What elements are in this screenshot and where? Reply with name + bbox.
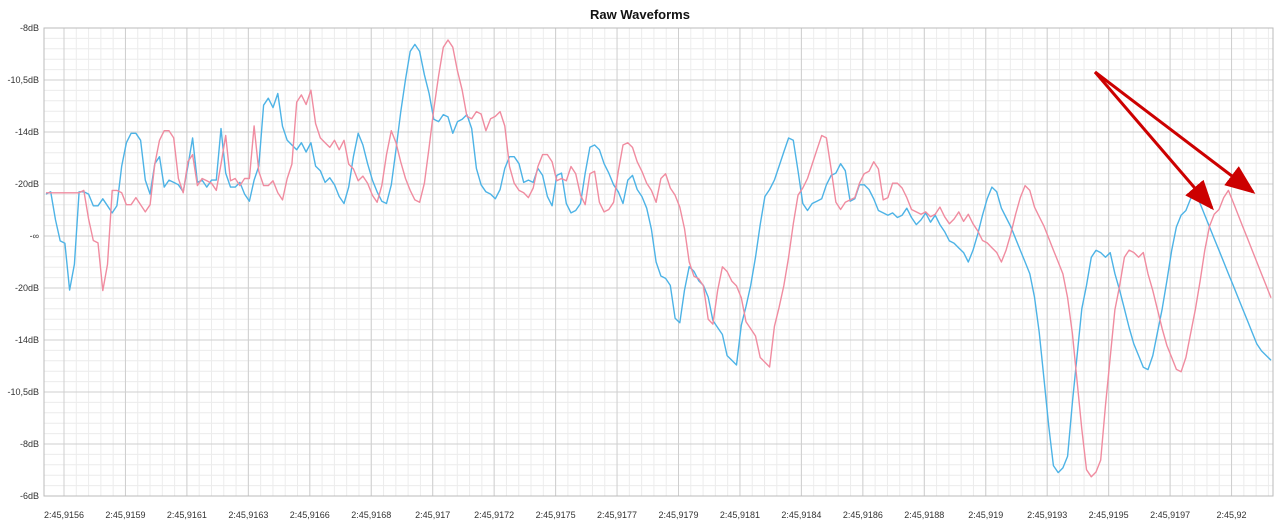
y-tick-label: -8dB <box>20 439 39 449</box>
x-tick-label: 2:45,9195 <box>1089 510 1129 520</box>
x-tick-label: 2:45,9186 <box>843 510 883 520</box>
x-tick-label: 2:45,9197 <box>1150 510 1190 520</box>
x-tick-label: 2:45,9156 <box>44 510 84 520</box>
x-tick-label: 2:45,9179 <box>658 510 698 520</box>
x-tick-label: 2:45,917 <box>415 510 450 520</box>
x-tick-label: 2:45,9163 <box>228 510 268 520</box>
y-tick-label: -6dB <box>20 491 39 501</box>
y-tick-label: -20dB <box>15 283 39 293</box>
series-line-1 <box>46 39 1272 478</box>
x-tick-label: 2:45,919 <box>968 510 1003 520</box>
y-tick-label: -14dB <box>15 335 39 345</box>
x-tick-label: 2:45,9159 <box>105 510 145 520</box>
y-tick-label: -20dB <box>15 179 39 189</box>
annotation-arrow <box>1094 70 1256 194</box>
y-tick-label: -10,5dB <box>7 387 39 397</box>
x-tick-label: 2:45,9188 <box>904 510 944 520</box>
x-tick-label: 2:45,9193 <box>1027 510 1067 520</box>
annotation-arrow <box>1093 71 1214 211</box>
x-tick-label: 2:45,9172 <box>474 510 514 520</box>
x-tick-label: 2:45,9168 <box>351 510 391 520</box>
y-tick-label: -∞ <box>30 231 39 241</box>
x-tick-label: 2:45,9161 <box>167 510 207 520</box>
chart-title: Raw Waveforms <box>590 7 690 22</box>
x-tick-label: 2:45,9181 <box>720 510 760 520</box>
x-tick-label: 2:45,92 <box>1217 510 1247 520</box>
x-tick-label: 2:45,9177 <box>597 510 637 520</box>
x-tick-label: 2:45,9166 <box>290 510 330 520</box>
y-tick-label: -10,5dB <box>7 75 39 85</box>
x-tick-label: 2:45,9184 <box>781 510 821 520</box>
y-tick-label: -14dB <box>15 127 39 137</box>
x-tick-label: 2:45,9175 <box>536 510 576 520</box>
y-tick-label: -8dB <box>20 23 39 33</box>
plot-frame <box>43 27 1274 497</box>
series-line-0 <box>45 43 1272 474</box>
